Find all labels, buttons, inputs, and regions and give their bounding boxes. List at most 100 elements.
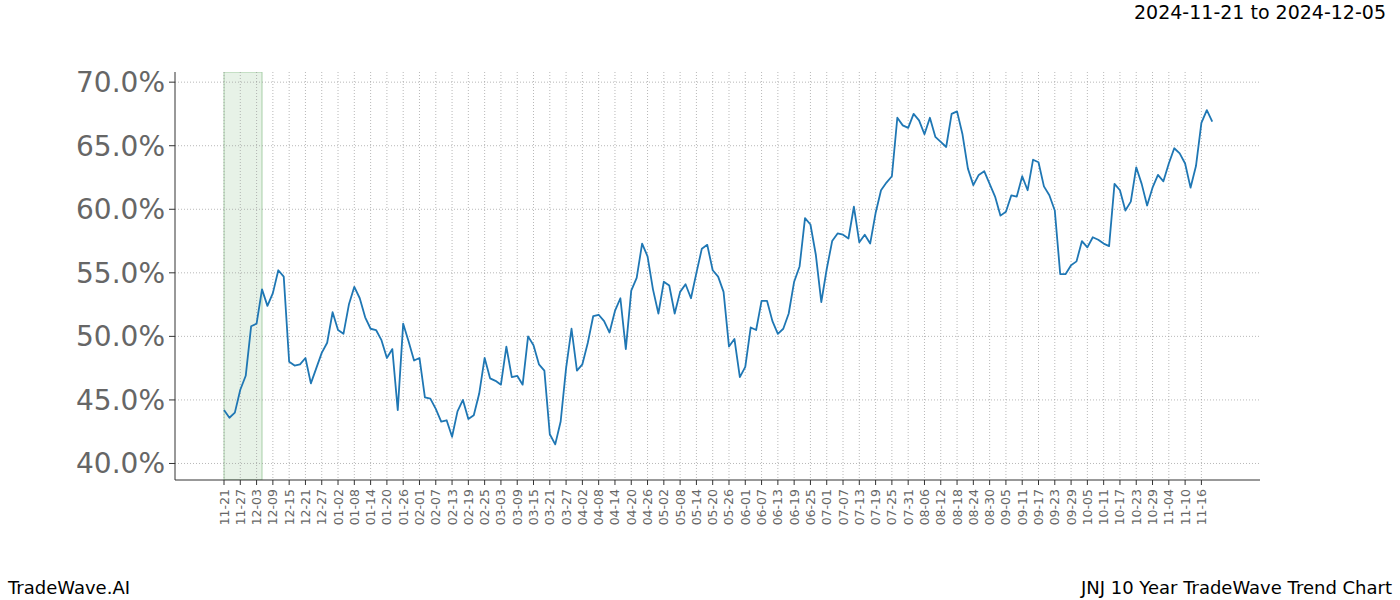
x-tick-label: 06-19 bbox=[787, 489, 802, 525]
x-grid-line bbox=[810, 72, 811, 480]
x-tick bbox=[500, 480, 501, 485]
trend-line bbox=[224, 110, 1212, 444]
x-tick-label: 02-25 bbox=[477, 489, 492, 525]
x-tick-label: 09-23 bbox=[1047, 489, 1062, 525]
x-tick bbox=[224, 480, 225, 485]
x-tick bbox=[1185, 480, 1186, 485]
x-tick-label: 01-02 bbox=[331, 489, 346, 525]
x-tick bbox=[1136, 480, 1137, 485]
x-tick-label: 05-08 bbox=[673, 489, 688, 525]
x-tick-label: 09-11 bbox=[1015, 489, 1030, 525]
x-tick bbox=[663, 480, 664, 485]
x-tick bbox=[289, 480, 290, 485]
x-tick-label: 10-11 bbox=[1096, 489, 1111, 525]
x-tick-label: 01-26 bbox=[396, 489, 411, 525]
x-tick bbox=[875, 480, 876, 485]
x-tick-label: 09-05 bbox=[998, 489, 1013, 525]
x-tick bbox=[468, 480, 469, 485]
x-tick bbox=[745, 480, 746, 485]
x-tick-label: 11-16 bbox=[1194, 489, 1209, 525]
x-grid-line bbox=[549, 72, 550, 480]
y-tick bbox=[169, 463, 175, 464]
x-tick-label: 07-31 bbox=[901, 489, 916, 525]
x-tick bbox=[1038, 480, 1039, 485]
x-grid-line bbox=[843, 72, 844, 480]
x-tick bbox=[989, 480, 990, 485]
x-grid-line bbox=[647, 72, 648, 480]
x-grid-line bbox=[908, 72, 909, 480]
x-tick-label: 04-08 bbox=[591, 489, 606, 525]
x-grid-line bbox=[1152, 72, 1153, 480]
y-grid-line bbox=[175, 145, 1260, 146]
x-tick-label: 08-24 bbox=[966, 489, 981, 525]
x-tick-label: 12-21 bbox=[298, 489, 313, 525]
plot-area bbox=[224, 110, 1212, 444]
x-tick-label: 07-25 bbox=[884, 489, 899, 525]
x-grid-line bbox=[517, 72, 518, 480]
y-tick bbox=[169, 82, 175, 83]
x-grid-line bbox=[957, 72, 958, 480]
x-grid-line bbox=[1054, 72, 1055, 480]
x-tick-label: 09-17 bbox=[1031, 489, 1046, 525]
x-tick bbox=[517, 480, 518, 485]
x-tick bbox=[582, 480, 583, 485]
y-tick-label: 55.0% bbox=[76, 257, 165, 290]
x-grid-line bbox=[1201, 72, 1202, 480]
x-tick bbox=[435, 480, 436, 485]
x-tick bbox=[891, 480, 892, 485]
x-tick bbox=[272, 480, 273, 485]
x-tick bbox=[403, 480, 404, 485]
y-tick-label: 65.0% bbox=[76, 130, 165, 163]
x-tick bbox=[826, 480, 827, 485]
x-tick-label: 03-21 bbox=[542, 489, 557, 525]
x-tick bbox=[1022, 480, 1023, 485]
x-tick-label: 01-14 bbox=[363, 489, 378, 525]
x-grid-line bbox=[419, 72, 420, 480]
x-tick-label: 02-01 bbox=[412, 489, 427, 525]
x-tick bbox=[859, 480, 860, 485]
highlight-band bbox=[224, 72, 262, 480]
x-tick-label: 04-20 bbox=[624, 489, 639, 525]
x-tick bbox=[680, 480, 681, 485]
x-tick bbox=[957, 480, 958, 485]
y-tick bbox=[169, 209, 175, 210]
x-grid-line bbox=[1136, 72, 1137, 480]
y-grid-line bbox=[175, 209, 1260, 210]
x-tick bbox=[777, 480, 778, 485]
x-grid-line bbox=[712, 72, 713, 480]
x-tick bbox=[305, 480, 306, 485]
x-tick-label: 10-17 bbox=[1112, 489, 1127, 525]
x-grid-line bbox=[598, 72, 599, 480]
y-tick bbox=[169, 272, 175, 273]
chart: 40.0%45.0%50.0%55.0%60.0%65.0%70.0%11-21… bbox=[0, 0, 1400, 600]
x-tick bbox=[924, 480, 925, 485]
x-tick-label: 06-13 bbox=[770, 489, 785, 525]
x-tick bbox=[614, 480, 615, 485]
x-tick-label: 11-21 bbox=[217, 489, 232, 525]
x-tick-label: 08-18 bbox=[950, 489, 965, 525]
y-axis bbox=[175, 72, 176, 480]
x-tick-label: 12-09 bbox=[265, 489, 280, 525]
x-grid-line bbox=[321, 72, 322, 480]
x-tick bbox=[647, 480, 648, 485]
x-grid-line bbox=[777, 72, 778, 480]
x-grid-line bbox=[1038, 72, 1039, 480]
x-grid-line bbox=[338, 72, 339, 480]
x-tick-label: 06-25 bbox=[803, 489, 818, 525]
x-tick-label: 10-29 bbox=[1145, 489, 1160, 525]
x-tick-label: 12-27 bbox=[314, 489, 329, 525]
x-tick-label: 12-03 bbox=[249, 489, 264, 525]
x-tick-label: 04-02 bbox=[575, 489, 590, 525]
x-tick-label: 08-06 bbox=[917, 489, 932, 525]
x-tick-label: 09-29 bbox=[1064, 489, 1079, 525]
x-tick-label: 02-07 bbox=[428, 489, 443, 525]
x-grid-line bbox=[484, 72, 485, 480]
x-grid-line bbox=[403, 72, 404, 480]
x-tick bbox=[1152, 480, 1153, 485]
x-grid-line bbox=[794, 72, 795, 480]
x-grid-line bbox=[370, 72, 371, 480]
x-grid-line bbox=[1168, 72, 1169, 480]
x-tick bbox=[452, 480, 453, 485]
title: JNJ 10 Year TradeWave Trend Chart bbox=[1080, 577, 1392, 598]
x-tick bbox=[631, 480, 632, 485]
